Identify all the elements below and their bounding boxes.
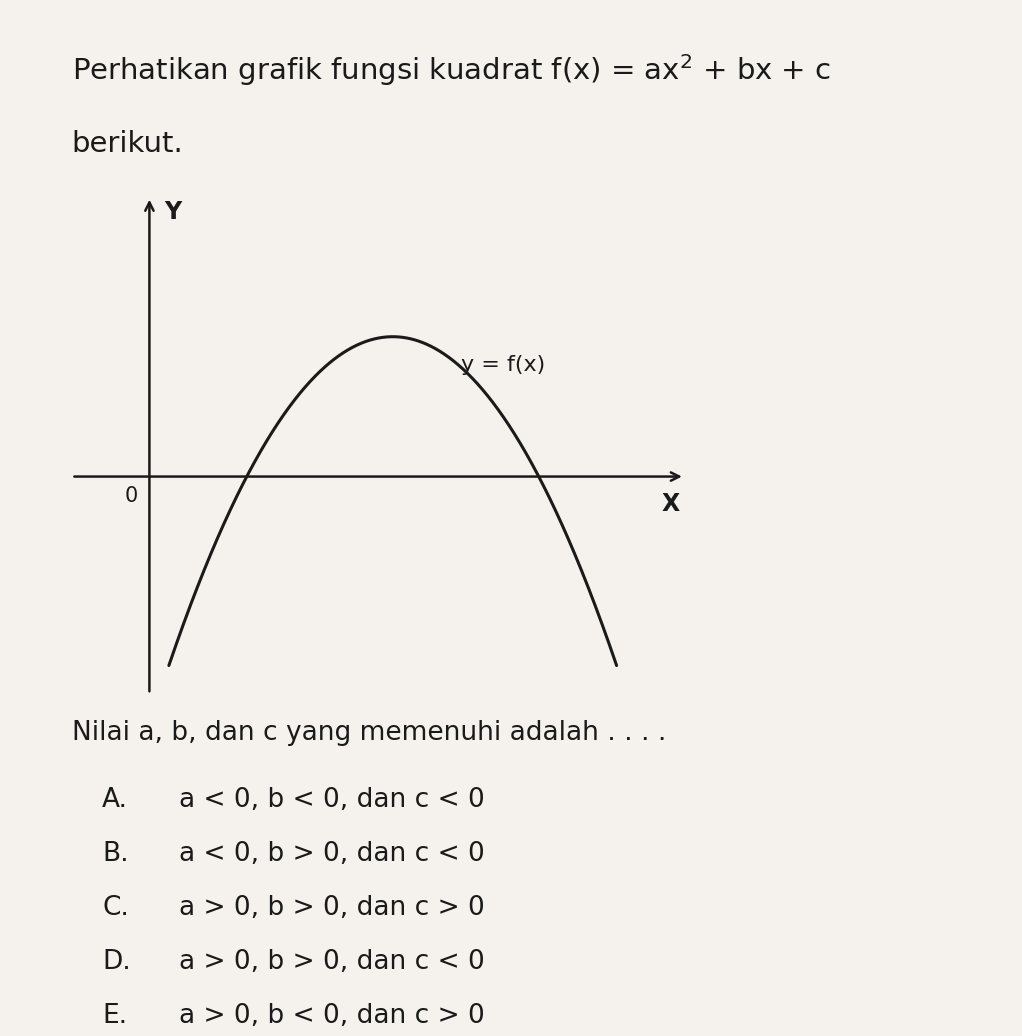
Text: 0: 0 <box>125 486 138 506</box>
Text: Nilai a, b, dan c yang memenuhi adalah . . . .: Nilai a, b, dan c yang memenuhi adalah .… <box>72 720 666 746</box>
Text: a > 0, b < 0, dan c > 0: a > 0, b < 0, dan c > 0 <box>179 1003 484 1029</box>
Text: a < 0, b > 0, dan c < 0: a < 0, b > 0, dan c < 0 <box>179 841 484 867</box>
Text: X: X <box>661 492 680 516</box>
Text: a > 0, b > 0, dan c > 0: a > 0, b > 0, dan c > 0 <box>179 895 484 921</box>
Text: berikut.: berikut. <box>72 130 183 157</box>
Text: Perhatikan grafik fungsi kuadrat f(x) = ax$^2$ + bx + c: Perhatikan grafik fungsi kuadrat f(x) = … <box>72 52 831 88</box>
Text: D.: D. <box>102 949 131 975</box>
Text: C.: C. <box>102 895 129 921</box>
Text: a < 0, b < 0, dan c < 0: a < 0, b < 0, dan c < 0 <box>179 787 484 813</box>
Text: Y: Y <box>164 200 181 224</box>
Text: E.: E. <box>102 1003 128 1029</box>
Text: a > 0, b > 0, dan c < 0: a > 0, b > 0, dan c < 0 <box>179 949 484 975</box>
Text: B.: B. <box>102 841 129 867</box>
Text: A.: A. <box>102 787 128 813</box>
Text: y = f(x): y = f(x) <box>461 354 545 375</box>
